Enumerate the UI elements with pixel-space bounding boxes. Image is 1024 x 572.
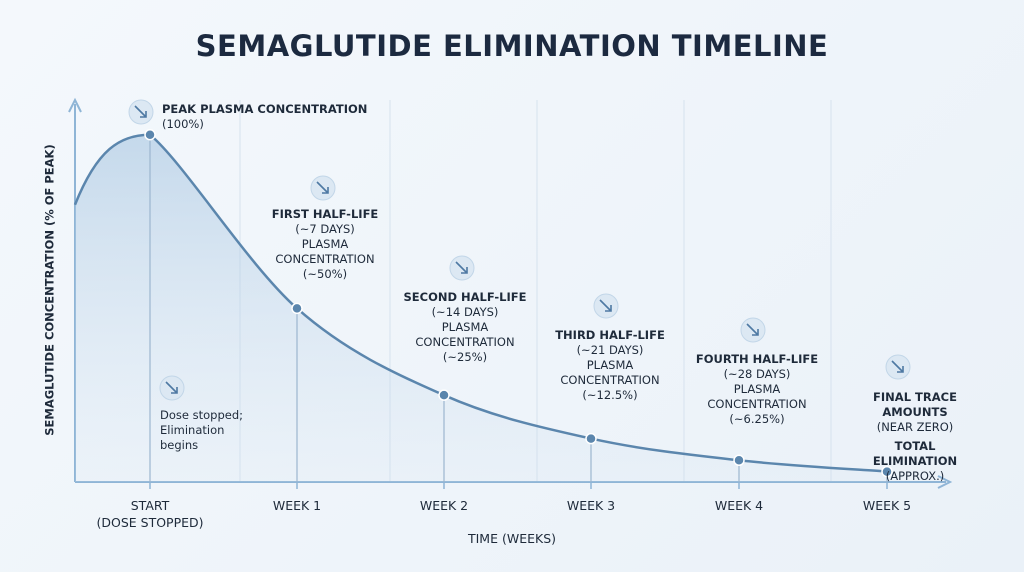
icon-arrow [746, 323, 759, 336]
point [881, 465, 893, 478]
point [291, 302, 303, 315]
y-axis-arrow [68, 97, 82, 113]
annotation-heading: FINAL TRACE AMOUNTS [873, 390, 957, 419]
annotation-heading: SECOND HALF-LIFE [403, 290, 527, 304]
value-label: (~12.5%) [582, 388, 638, 402]
annotation-period: (~7 DAYS) [295, 222, 355, 236]
annotation-period: (~14 DAYS) [431, 305, 499, 319]
y-axis-label: SEMAGLUTIDE CONCENTRATION (% OF PEAK) [42, 144, 57, 436]
icon-arrow [455, 261, 468, 274]
icon-arrow [316, 181, 329, 194]
annotation-period: (~21 DAYS) [576, 343, 644, 357]
value-label: (~6.25%) [729, 412, 785, 426]
annotation-period: (~28 DAYS) [723, 367, 791, 381]
value-label: (100%) [162, 117, 204, 131]
annotation-footer: TOTAL ELIMINATION [872, 439, 958, 468]
note: Dose stopped; Elimination begins [160, 408, 243, 452]
x-tick-label: WEEK 2 [419, 498, 469, 513]
area-fill [75, 134, 887, 482]
x-axis-label: TIME (WEEKS) [467, 531, 557, 546]
value-label: (~25%) [442, 350, 488, 364]
annotation-heading: THIRD HALF-LIFE [555, 328, 665, 342]
curve-lead-in [73, 133, 151, 206]
value-label: (NEAR ZERO) [876, 420, 954, 434]
icon-arrow [134, 105, 147, 118]
annotation-heading: FIRST HALF-LIFE [271, 207, 379, 221]
point [585, 432, 597, 445]
annotation: SECOND HALF-LIFE (~14 DAYS) PLASMA CONCENT… [404, 290, 527, 365]
x-tick-label: WEEK 1 [272, 498, 322, 513]
annotation: PEAK PLASMA CONCENTRATION (100%) [162, 102, 367, 132]
annotation-heading: PEAK PLASMA CONCENTRATION [162, 102, 368, 116]
icon-arrow [599, 299, 612, 312]
annotation: FINAL TRACE AMOUNTS (NEAR ZERO) TOTAL ELIM… [861, 390, 970, 484]
x-tick-label: WEEK 4 [714, 498, 764, 513]
x-tick-label: WEEK 5 [862, 498, 912, 513]
point [144, 128, 156, 141]
x-axis-arrow [937, 475, 953, 489]
value-label: (~50%) [302, 267, 348, 281]
icon-arrow [165, 381, 178, 394]
chart-title: SEMAGLUTIDE ELIMINATION TIMELINE [195, 29, 829, 63]
annotation: THIRD HALF-LIFE (~21 DAYS) PLASMA CONCENTR… [555, 328, 665, 403]
x-tick-label: WEEK 3 [566, 498, 616, 513]
annotation-heading: FOURTH HALF-LIFE [695, 352, 819, 366]
point [733, 454, 745, 467]
annotation: FOURTH HALF-LIFE (~28 DAYS) PLASMA CONCENT… [696, 352, 818, 427]
point [438, 389, 450, 401]
annotation-caption: PLASMA CONCENTRATION [415, 320, 515, 349]
annotation-caption: PLASMA CONCENTRATION [707, 382, 807, 411]
icon-arrow [891, 360, 904, 373]
line [149, 133, 888, 473]
annotation-caption: PLASMA CONCENTRATION [275, 237, 375, 266]
annotation-footer-note: (APPROX.) [885, 469, 945, 483]
x-tick-label: START (DOSE STOPPED) [96, 498, 204, 530]
annotation-caption: PLASMA CONCENTRATION [560, 358, 660, 387]
annotation: FIRST HALF-LIFE (~7 DAYS) PLASMA CONCENTRA… [272, 207, 379, 282]
